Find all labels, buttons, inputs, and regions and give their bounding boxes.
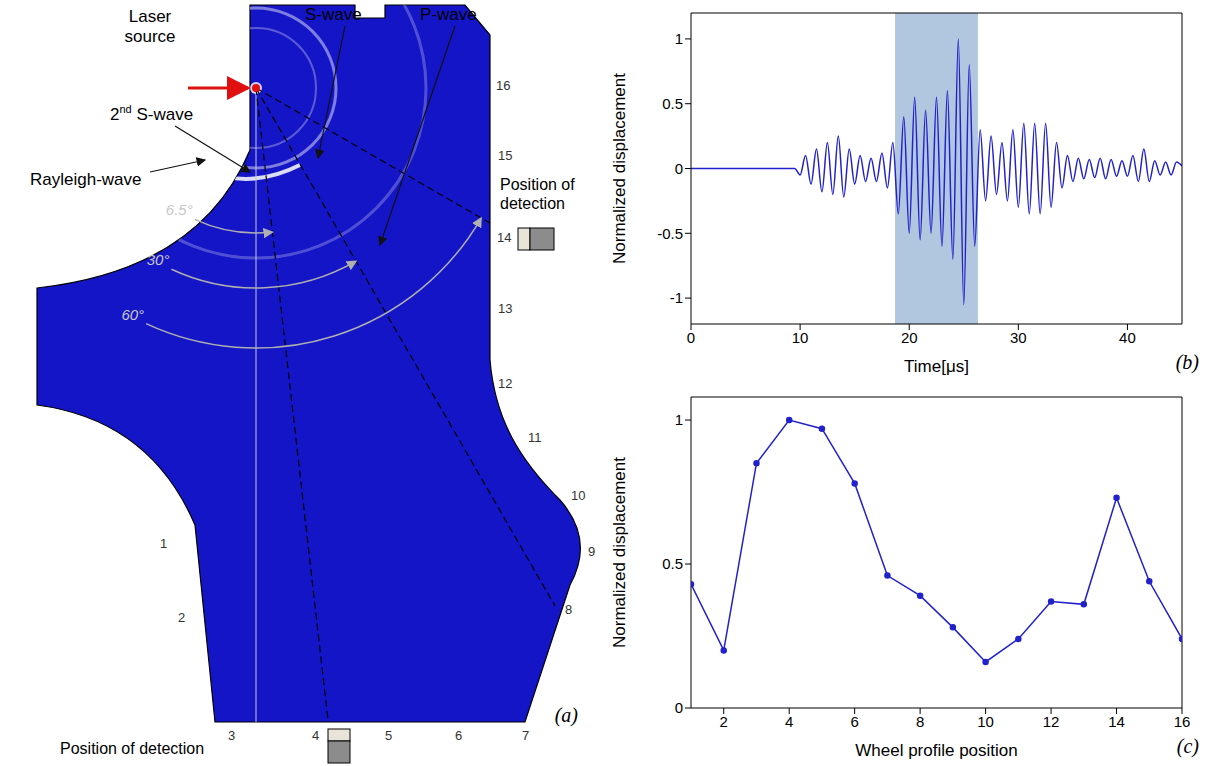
svg-text:8: 8 [565,602,572,617]
svg-text:3: 3 [228,728,235,743]
svg-text:12: 12 [498,376,512,391]
svg-text:60°: 60° [121,306,144,323]
svg-text:2nd S-wave: 2nd S-wave [110,103,193,124]
svg-text:Normalized displacement: Normalized displacement [610,457,629,648]
svg-text:9: 9 [588,544,595,559]
svg-text:Wheel profile position: Wheel profile position [855,741,1018,760]
svg-text:5: 5 [385,728,392,743]
html-text:(c): (c) [1176,735,1199,757]
svg-text:14: 14 [497,230,511,245]
svg-text:Position ofdetection: Position ofdetection [500,176,575,212]
svg-text:20: 20 [901,329,918,346]
svg-text:8: 8 [916,713,924,730]
svg-text:16: 16 [1174,713,1191,730]
svg-text:10: 10 [977,713,994,730]
svg-text:40: 40 [1119,329,1136,346]
svg-text:S-wave: S-wave [305,5,362,24]
svg-text:30: 30 [1010,329,1027,346]
svg-text:1: 1 [160,536,167,551]
svg-text:11: 11 [528,430,542,445]
svg-text:0: 0 [687,329,695,346]
svg-text:6.5°: 6.5° [166,201,193,218]
svg-text:0: 0 [675,160,683,177]
svg-text:6: 6 [850,713,858,730]
svg-text:4: 4 [785,713,793,730]
svg-text:6: 6 [455,728,462,743]
svg-text:16: 16 [496,78,510,93]
svg-text:Rayleigh-wave: Rayleigh-wave [30,170,142,189]
svg-text:7: 7 [522,728,529,743]
svg-text:-1: -1 [670,289,683,306]
svg-text:2: 2 [720,713,728,730]
svg-text:15: 15 [498,148,512,163]
svg-text:10: 10 [571,488,585,503]
svg-text:0.5: 0.5 [662,555,683,572]
svg-text:30°: 30° [147,251,170,268]
svg-text:13: 13 [498,301,512,316]
svg-text:12: 12 [1043,713,1060,730]
svg-text:P-wave: P-wave [420,5,477,24]
svg-text:0: 0 [675,699,683,716]
html-text:(b): (b) [1175,351,1199,373]
svg-text:2: 2 [178,610,185,625]
svg-text:Lasersource: Lasersource [124,7,175,46]
svg-text:1: 1 [675,30,683,47]
svg-text:4: 4 [312,728,319,743]
svg-text:Normalized displacement: Normalized displacement [610,73,629,264]
svg-text:(a): (a) [555,704,579,727]
svg-text:14: 14 [1108,713,1125,730]
svg-text:0.5: 0.5 [662,95,683,112]
svg-text:1: 1 [675,411,683,428]
svg-text:10: 10 [792,329,809,346]
svg-text:-0.5: -0.5 [657,225,683,242]
svg-text:Position of detection: Position of detection [60,740,204,757]
svg-text:Time[μs]: Time[μs] [904,357,969,376]
